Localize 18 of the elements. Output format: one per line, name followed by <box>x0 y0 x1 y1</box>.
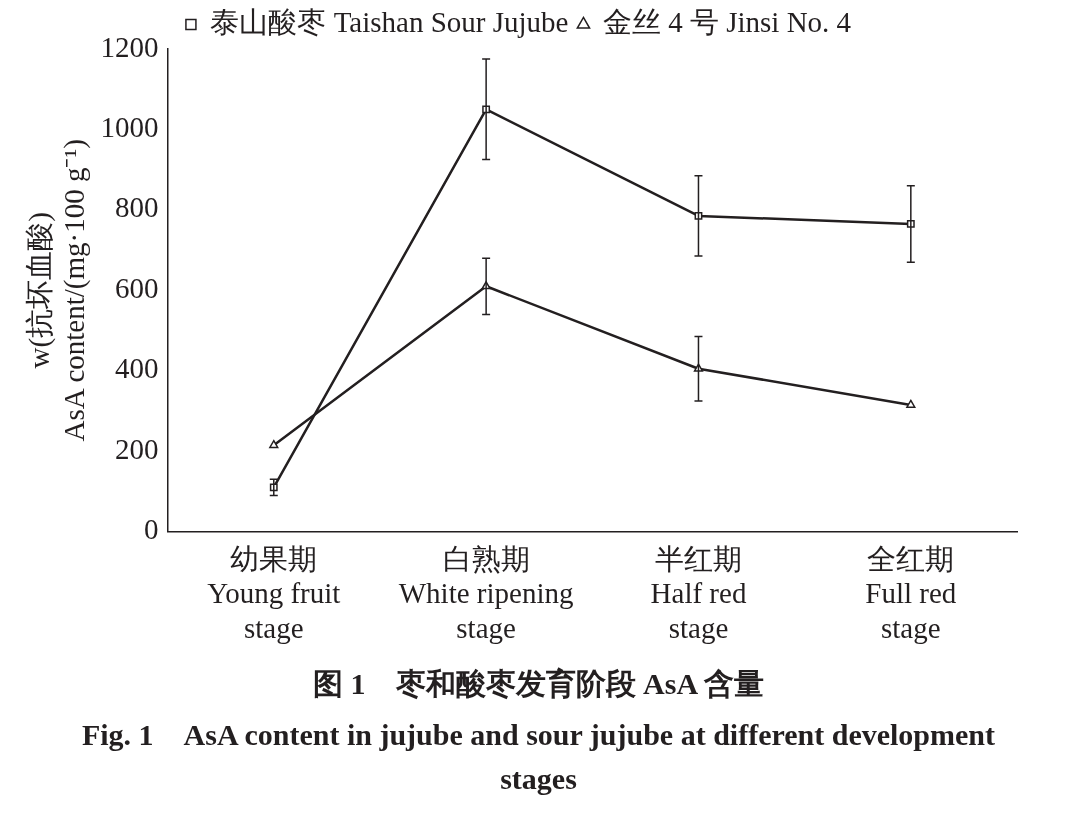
text: 图 1 枣和酸枣发育阶段 AsA 含量 <box>312 666 765 702</box>
legend-label: 金丝 4 号 Jinsi No. 4 <box>602 6 852 39</box>
x-tick-label: 白熟期 White ripening stage <box>398 542 574 645</box>
point <box>906 399 916 408</box>
x-tick-label: 全红期 Full red stage <box>865 542 957 645</box>
y-tick-label: 800 <box>115 191 159 224</box>
point <box>269 439 279 449</box>
y-tick-label: 600 <box>115 271 159 304</box>
text: Fig. 1 AsA content in jujube and sour jujube at different development stages <box>80 717 997 797</box>
y-tick-label: 1200 <box>100 30 159 63</box>
x-tick-label: 半红期 Half red stage <box>650 542 747 645</box>
y-tick-label: 200 <box>115 432 159 465</box>
y-tick-label: 400 <box>115 352 159 385</box>
x-tick-label: 幼果期 Young fruit stage <box>207 542 341 645</box>
y-axis-title: w(抗坏血酸) AsA content/(mg·100 g⁻¹) <box>23 139 91 442</box>
legend-label: 泰山酸枣 Taishan Sour Jujube <box>210 6 569 39</box>
y-tick-label: 0 <box>144 513 159 546</box>
y-tick-label: 1000 <box>100 111 159 144</box>
